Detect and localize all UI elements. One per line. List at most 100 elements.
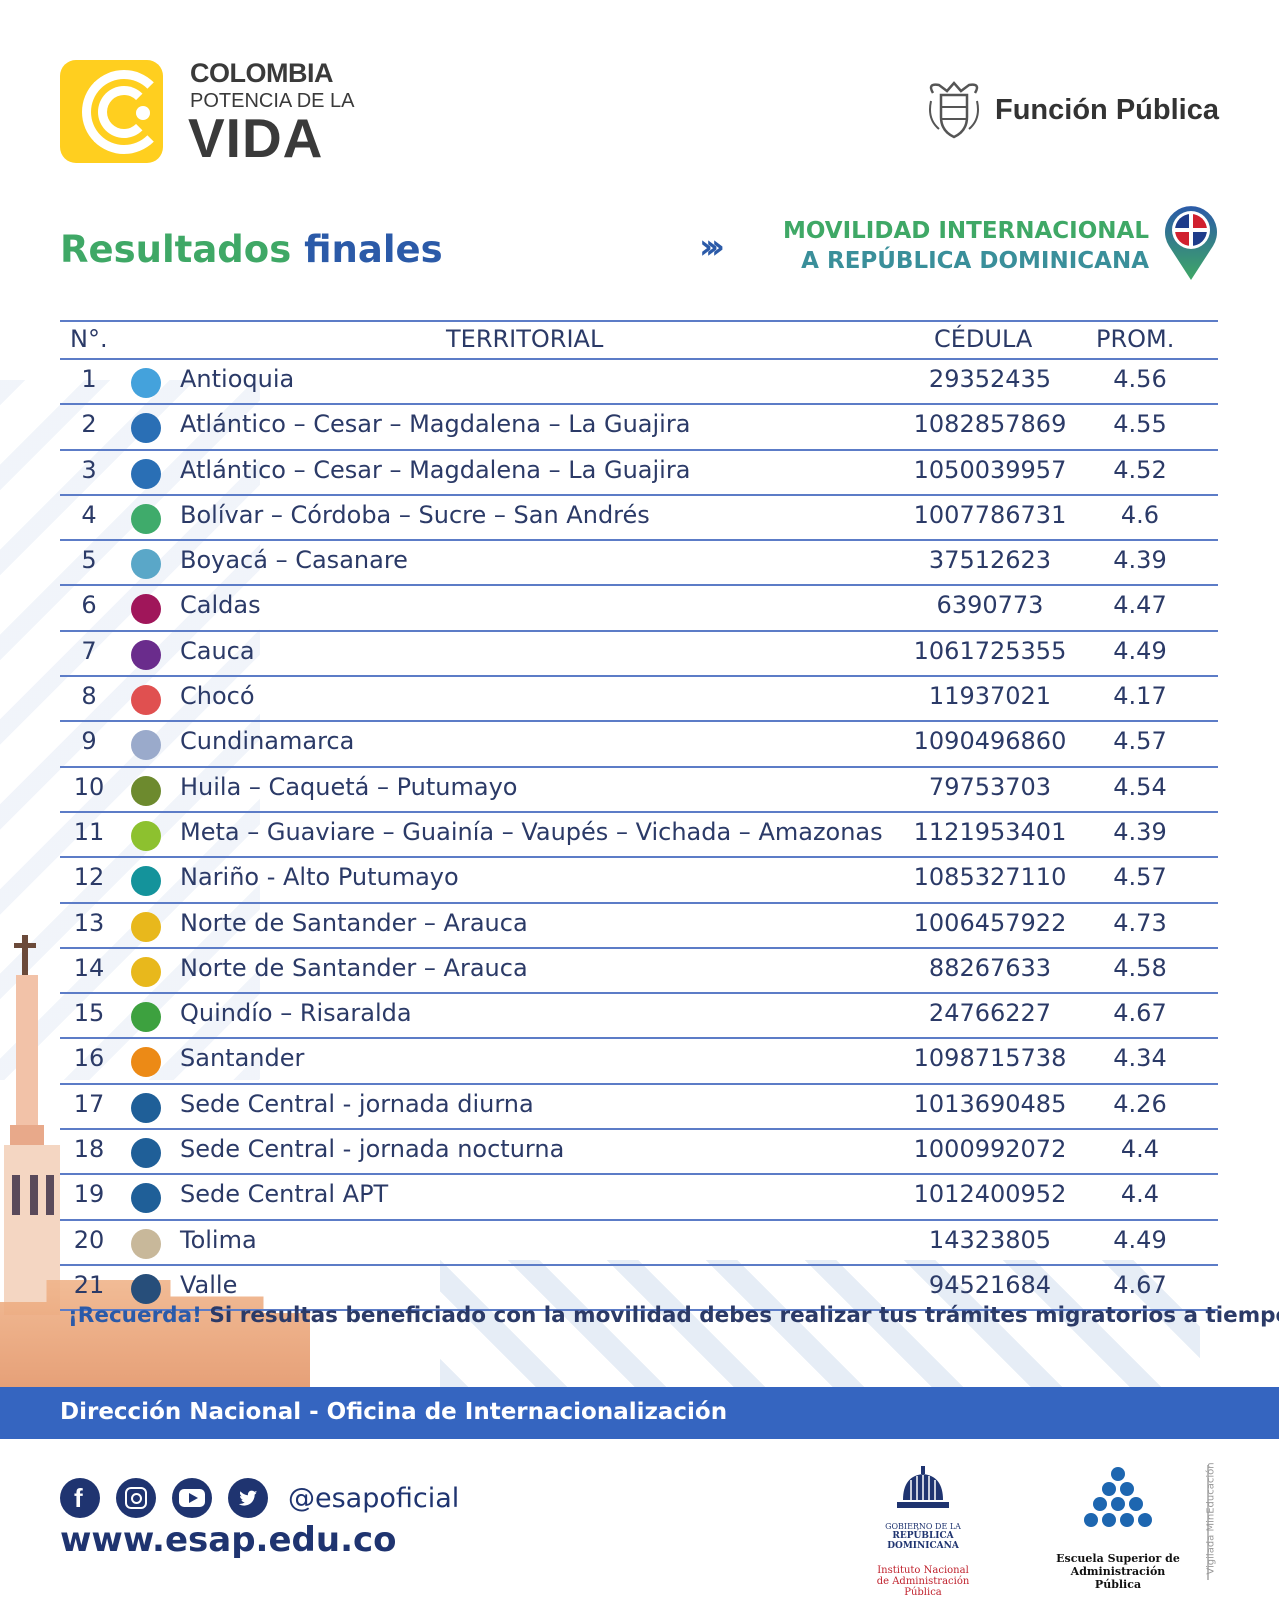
background-pattern-bottom <box>440 1260 1200 1390</box>
inap-logo: GOBIERNO DE LA REPÚBLICA DOMINICANA Inst… <box>858 1466 988 1598</box>
row-cedula: 37512623 <box>928 546 1052 575</box>
row-cedula: 79753703 <box>928 772 1052 801</box>
table-row: 6 Caldas 6390773 4.47 <box>60 586 1218 632</box>
territory-color-dot <box>131 1092 161 1123</box>
row-cedula: 1121953401 <box>913 817 1067 846</box>
table-row: 18 Sede Central - jornada nocturna 1000992… <box>60 1130 1218 1176</box>
row-number: 3 <box>81 455 97 484</box>
table-row: 3 Atlántico – Cesar – Magdalena – La Guaj… <box>60 451 1218 496</box>
header-territorial: TERRITORIAL <box>446 325 604 353</box>
row-cedula: 29352435 <box>928 365 1052 393</box>
office-name: Dirección Nacional - Oficina de Internac… <box>60 1399 728 1425</box>
table-row: 16 Santander 1098715738 4.34 <box>60 1039 1218 1085</box>
territory-color-dot <box>131 549 161 580</box>
row-prom: 4.57 <box>1113 727 1167 756</box>
social-links: f @esapoficial <box>60 1478 459 1518</box>
table-row: 15 Quindío – Risaralda 24766227 4.67 <box>60 994 1218 1040</box>
row-prom: 4.55 <box>1113 410 1167 439</box>
table-row: 19 Sede Central APT 1012400952 4.4 <box>60 1175 1218 1221</box>
reminder-lead: ¡Recuerda! <box>68 1303 202 1328</box>
row-number: 17 <box>73 1089 105 1118</box>
colombia-logo-mark-icon <box>60 60 166 163</box>
row-number: 20 <box>73 1225 105 1254</box>
row-territorial: Sede Central - jornada diurna <box>180 1089 534 1118</box>
program-line-2: A REPÚBLICA DOMINICANA <box>801 248 1149 274</box>
row-cedula: 11937021 <box>928 682 1052 711</box>
row-cedula: 24766227 <box>928 999 1052 1028</box>
row-cedula: 1000992072 <box>913 1135 1067 1164</box>
chevrons-right-icon: ››› <box>699 227 725 267</box>
youtube-icon[interactable] <box>172 1478 212 1518</box>
row-prom: 4.52 <box>1113 455 1167 484</box>
logo-text-colombia: COLOMBIA <box>190 58 333 88</box>
rd-line-3a: Instituto Nacional <box>877 1565 969 1576</box>
table-row: 10 Huila – Caquetá – Putumayo 79753703 4.54 <box>60 768 1218 813</box>
facebook-icon[interactable]: f <box>60 1478 100 1518</box>
vigilada-divider: Vigilada MinEducación <box>1195 1462 1217 1580</box>
row-cedula: 94521684 <box>928 1270 1052 1299</box>
row-cedula: 1090496860 <box>913 727 1067 756</box>
row-cedula: 14323805 <box>928 1225 1052 1254</box>
header-cedula: CÉDULA <box>934 325 1033 353</box>
vigilada-text: Vigilada MinEducación <box>1205 1462 1217 1575</box>
row-number: 16 <box>73 1044 105 1073</box>
social-handle[interactable]: @esapoficial <box>288 1482 460 1514</box>
row-territorial: Cauca <box>180 636 255 665</box>
row-cedula: 1013690485 <box>913 1089 1067 1118</box>
logo-text-vida: VIDA <box>188 107 324 169</box>
territory-color-dot <box>131 594 161 625</box>
territory-color-dot <box>131 866 161 897</box>
website-link[interactable]: www.esap.edu.co <box>60 1520 397 1560</box>
territory-color-dot <box>131 503 161 534</box>
row-territorial: Nariño - Alto Putumayo <box>180 863 459 892</box>
instagram-icon[interactable] <box>116 1478 156 1518</box>
row-number: 15 <box>73 999 105 1028</box>
row-number: 5 <box>81 546 97 575</box>
esap-line-1: Escuela Superior de <box>1056 1552 1180 1565</box>
table-row: 13 Norte de Santander – Arauca 1006457922 4… <box>60 904 1218 949</box>
territory-color-dot <box>131 1273 161 1304</box>
territory-color-dot <box>131 1183 161 1214</box>
row-cedula: 88267633 <box>928 953 1052 982</box>
table-row: 20 Tolima 14323805 4.49 <box>60 1221 1218 1266</box>
row-number: 1 <box>81 365 97 393</box>
territory-color-dot <box>131 639 161 670</box>
table-row: 7 Cauca 1061725355 4.49 <box>60 632 1218 678</box>
row-number: 7 <box>81 636 97 665</box>
row-number: 2 <box>81 410 97 439</box>
row-number: 6 <box>81 591 97 620</box>
row-number: 12 <box>73 863 105 892</box>
rd-line-3b: de Administración Pública <box>876 1576 970 1598</box>
row-number: 18 <box>73 1135 105 1164</box>
row-number: 11 <box>73 817 105 846</box>
row-territorial: Boyacá – Casanare <box>180 546 408 575</box>
row-prom: 4.34 <box>1113 1044 1167 1073</box>
row-territorial: Norte de Santander – Arauca <box>180 908 528 937</box>
funcion-publica-logo: Función Pública <box>925 78 1219 142</box>
row-prom: 4.39 <box>1113 817 1167 846</box>
table-row: 11 Meta – Guaviare – Guainía – Vaupés – V… <box>60 813 1218 859</box>
territory-color-dot <box>131 820 161 851</box>
territory-color-dot <box>131 413 161 444</box>
coat-of-arms-icon <box>929 81 979 139</box>
row-territorial: Atlántico – Cesar – Magdalena – La Guaji… <box>180 410 691 439</box>
row-prom: 4.4 <box>1120 1180 1160 1209</box>
background-pattern <box>0 380 260 1080</box>
row-cedula: 1085327110 <box>913 863 1067 892</box>
table-row: 21 Valle 94521684 4.67 <box>60 1266 1218 1312</box>
territory-color-dot <box>131 685 161 716</box>
row-prom: 4.56 <box>1113 365 1167 393</box>
row-territorial: Sede Central - jornada nocturna <box>180 1135 565 1164</box>
row-cedula: 1007786731 <box>913 500 1067 529</box>
row-number: 13 <box>73 908 105 937</box>
row-territorial: Atlántico – Cesar – Magdalena – La Guaji… <box>180 455 691 484</box>
esap-logo: Escuela Superior de Administración Públic… <box>1048 1466 1188 1591</box>
twitter-icon[interactable] <box>228 1478 268 1518</box>
territory-color-dot <box>131 730 161 761</box>
page-title: Resultados finales <box>60 228 443 271</box>
territory-color-dot <box>131 911 161 942</box>
esap-line-2: Administración Pública <box>1070 1565 1166 1591</box>
row-prom: 4.54 <box>1113 772 1167 801</box>
row-prom: 4.67 <box>1113 1270 1167 1299</box>
table-body: 1 Antioquia 29352435 4.56 2 Atlántico – Cesar… <box>60 360 1218 1312</box>
